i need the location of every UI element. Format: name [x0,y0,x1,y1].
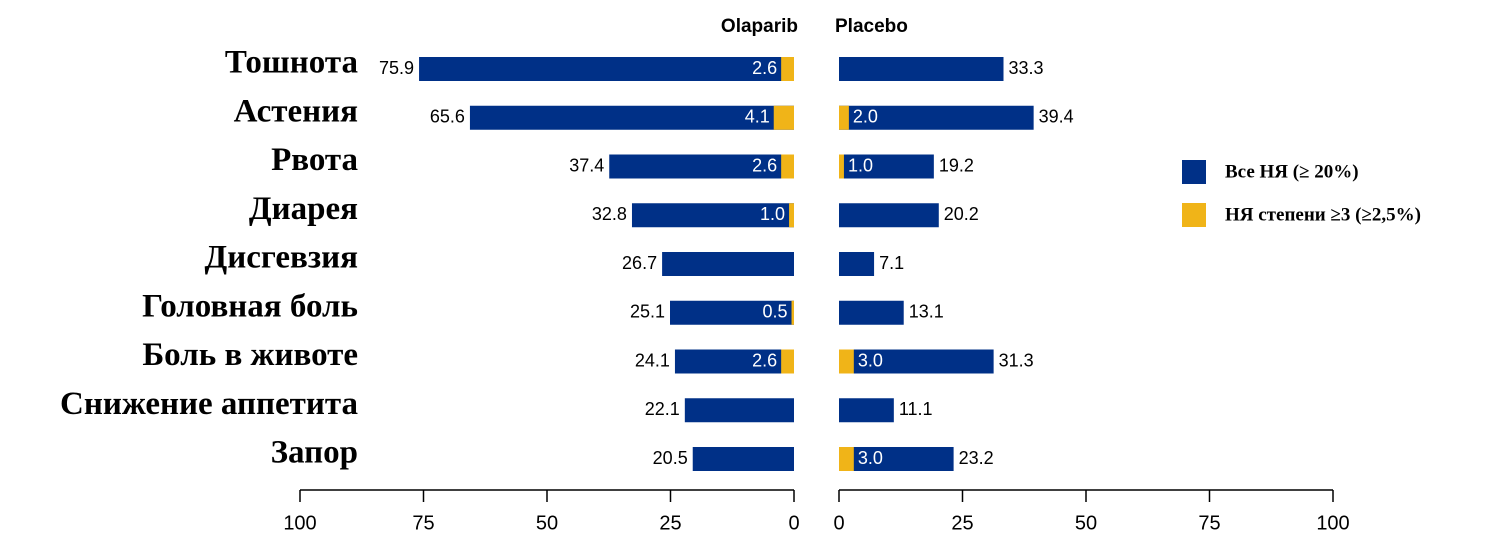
category-label: Снижение аппетита [60,386,358,422]
grade3-bar [789,203,794,228]
value-label: 19.2 [939,155,974,175]
value-label: 75.9 [379,58,414,78]
grade3-bar [781,154,794,179]
grade3-value-label: 2.6 [752,350,777,370]
x-tick-label: 75 [1198,512,1220,534]
bar [684,398,794,423]
x-tick-label: 50 [1075,512,1097,534]
grade3-bar [773,105,794,130]
category-label: Головная боль [142,288,358,324]
bar [469,105,794,130]
bar [674,349,794,374]
value-label: 32.8 [592,204,627,224]
value-label: 31.3 [999,350,1034,370]
bar [839,398,894,423]
bar [839,57,1004,81]
value-label: 23.2 [959,448,994,468]
category-label: Диарея [249,191,358,227]
bar [839,154,934,179]
bar [839,349,994,374]
value-label: 37.4 [569,155,604,175]
legend-label: Все НЯ (≥ 20%) [1225,161,1359,182]
bar [609,154,794,179]
grade3-value-label: 2.6 [752,155,777,175]
value-label: 24.1 [635,350,670,370]
value-label: 25.1 [630,302,665,322]
legend-label: НЯ степени ≥3 (≥2,5%) [1225,204,1421,225]
grade3-value-label: 0.5 [762,302,787,322]
category-label: Рвота [271,142,358,178]
x-tick-label: 50 [536,512,558,534]
panel-title: Placebo [835,16,908,37]
bar [839,105,1034,130]
category-label: Запор [271,435,358,471]
x-tick-label: 100 [1316,512,1349,534]
value-label: 65.6 [430,107,465,127]
grade3-value-label: 1.0 [760,204,785,224]
category-label: Тошнота [225,45,358,81]
grade3-bar [791,300,794,325]
grade3-bar [839,349,854,374]
bar [839,300,904,325]
grade3-bar [839,447,854,471]
grade3-bar [839,105,849,130]
x-tick-label: 0 [833,512,844,534]
legend-swatch [1182,203,1206,227]
category-label: Боль в животе [142,337,358,373]
grade3-value-label: 3.0 [858,448,883,468]
x-tick-label: 75 [412,512,434,534]
grade3-value-label: 1.0 [848,155,873,175]
value-label: 13.1 [909,302,944,322]
x-tick-label: 25 [951,512,973,534]
bar [839,203,939,228]
x-tick-label: 0 [788,512,799,534]
value-label: 39.4 [1039,107,1074,127]
grade3-bar [839,154,844,179]
bar [662,252,794,276]
grade3-value-label: 4.1 [745,107,770,127]
value-label: 22.1 [645,399,680,419]
grade3-bar [781,349,794,374]
grade3-value-label: 3.0 [858,350,883,370]
x-tick-label: 100 [283,512,316,534]
grade3-value-label: 2.0 [853,107,878,127]
bar [839,447,954,471]
grade3-bar [781,57,794,81]
value-label: 11.1 [899,399,933,419]
bar [692,447,794,471]
x-tick-label: 25 [659,512,681,534]
value-label: 33.3 [1009,58,1044,78]
category-label: Астения [234,93,358,129]
bar [670,300,794,325]
panel-title: Olaparib [721,16,798,37]
value-label: 20.5 [653,448,688,468]
bar [631,203,794,228]
legend-swatch [1182,160,1206,184]
bar [839,252,875,276]
value-label: 7.1 [879,253,904,273]
value-label: 20.2 [944,204,979,224]
bar [419,57,794,81]
value-label: 26.7 [622,253,657,273]
category-label: Дисгевзия [204,240,358,276]
grade3-value-label: 2.6 [752,58,777,78]
